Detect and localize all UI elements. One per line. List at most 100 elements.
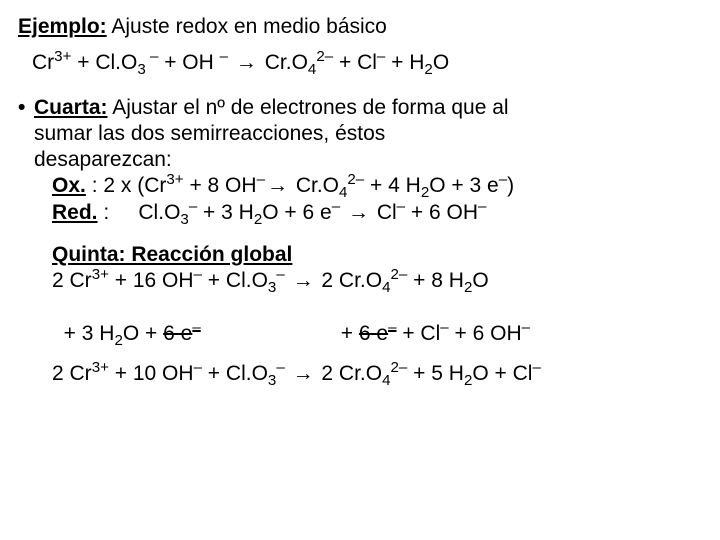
txt: O + Cl	[472, 362, 532, 385]
txt: +	[341, 322, 359, 345]
sup: 3+	[54, 48, 71, 65]
txt: O	[252, 362, 268, 385]
arrow-icon: →	[285, 362, 322, 385]
sup: –	[332, 198, 340, 215]
global-line-2: + 3 H2O + 6 e– + 6 e– + Cl– + 6 OH–	[52, 294, 702, 347]
sub: 3	[137, 61, 145, 78]
txt: O	[433, 51, 449, 74]
txt: OH	[490, 322, 522, 345]
bullet-icon: •	[18, 95, 34, 174]
txt: + 10 OH	[109, 362, 194, 385]
sup: 2–	[347, 171, 364, 188]
txt: O	[323, 174, 339, 197]
sup: –	[146, 48, 159, 65]
sub: 2	[421, 184, 429, 201]
txt: + 3 H	[197, 201, 254, 224]
txt: + 3 H	[64, 322, 115, 345]
sup: 2–	[391, 359, 408, 376]
txt: 2 Cr	[52, 362, 92, 385]
txt: Cr	[265, 51, 286, 74]
arrow-icon: →	[265, 174, 296, 197]
arrow-icon: →	[285, 269, 322, 292]
txt: desaparezcan:	[34, 148, 172, 171]
page-title: Ejemplo: Ajuste redox en medio básico	[18, 14, 702, 40]
txt: + Cl	[202, 362, 246, 385]
txt: O	[292, 51, 308, 74]
txt: + 6 OH	[405, 201, 478, 224]
txt: O	[164, 201, 180, 224]
sup: –	[522, 319, 530, 336]
txt: O	[252, 269, 268, 292]
txt: + 8 OH	[184, 174, 257, 197]
txt: O	[366, 362, 382, 385]
txt: )	[507, 174, 514, 197]
txt: 2 x (Cr	[103, 174, 166, 197]
sup: –	[257, 171, 265, 188]
txt: O + 6	[262, 201, 314, 224]
txt: 2 Cr	[321, 362, 360, 385]
txt: O	[472, 269, 488, 292]
txt: O + 3	[429, 174, 481, 197]
title-rest: Ajuste redox en medio básico	[107, 15, 387, 38]
txt: Cl	[138, 201, 158, 224]
sup: –	[499, 171, 507, 188]
txt: Cr	[32, 51, 54, 74]
txt: + 4 H	[364, 174, 421, 197]
txt: e	[320, 201, 332, 224]
sup: –	[192, 319, 200, 336]
txt: + 8 H	[407, 269, 464, 292]
txt: :	[86, 174, 104, 197]
txt: + H	[385, 51, 424, 74]
cancel-2: 6 e–	[359, 322, 397, 345]
sub: 2	[114, 332, 122, 349]
sup: –	[276, 359, 284, 376]
txt: O	[121, 51, 137, 74]
cuarta-body: Cuarta: Ajustar el nº de electrones de f…	[34, 95, 702, 174]
cuarta-head: Cuarta:	[34, 96, 108, 119]
txt: e	[487, 174, 499, 197]
txt: sumar las dos semirreacciones, éstos	[34, 122, 385, 145]
sup: –	[194, 266, 202, 283]
txt: :	[98, 201, 116, 224]
sup: 3+	[166, 171, 183, 188]
sup: –	[440, 319, 448, 336]
ox-label: Ox.	[52, 174, 86, 197]
spacer	[115, 201, 138, 224]
txt: 6 e	[163, 322, 192, 345]
txt: Cl	[377, 201, 397, 224]
txt: Cr	[296, 174, 317, 197]
sup: –	[220, 48, 228, 65]
txt: + Cl	[202, 269, 246, 292]
sup: –	[276, 266, 284, 283]
sup: –	[189, 198, 197, 215]
sub: 2	[254, 211, 262, 228]
sub: 4	[382, 279, 390, 296]
txt: 2 Cr	[52, 269, 92, 292]
final-equation: 2 Cr3+ + 10 OH– + Cl.O3– → 2 Cr.O42– + 5…	[52, 361, 702, 387]
sup: 2–	[316, 48, 333, 65]
arrow-icon: →	[228, 51, 265, 74]
red-label: Red.	[52, 201, 98, 224]
quinta-label: Quinta:	[52, 243, 126, 266]
oxidation-line: Ox. : 2 x (Cr3+ + 8 OH–→ Cr.O42– + 4 H2O…	[52, 173, 702, 199]
example-label: Ejemplo:	[18, 15, 107, 38]
txt: + 6	[449, 322, 485, 345]
txt: Ajustar el nº de electrones de forma que…	[108, 96, 509, 119]
sup: 3+	[92, 359, 109, 376]
sup: –	[194, 359, 202, 376]
sup: –	[532, 359, 540, 376]
sup: –	[478, 198, 486, 215]
arrow-icon: →	[340, 201, 377, 224]
txt: + 16 OH	[109, 269, 194, 292]
sub: 3	[180, 211, 188, 228]
global-line-1: 2 Cr3+ + 16 OH– + Cl.O3– → 2 Cr.O42– + 8…	[52, 268, 702, 294]
txt: O	[366, 269, 382, 292]
quinta-head: Quinta: Reacción global	[52, 242, 702, 268]
cancel-1: 6 e–	[163, 322, 201, 345]
txt: + Cl	[333, 51, 377, 74]
txt: 6 e	[359, 322, 388, 345]
step-cuarta: • Cuarta: Ajustar el nº de electrones de…	[18, 95, 702, 174]
main-equation: Cr3+ + Cl.O3 – + OH – → Cr.O42– + Cl– + …	[32, 50, 702, 76]
txt: + Cl	[71, 51, 115, 74]
txt: 2 Cr	[321, 269, 360, 292]
